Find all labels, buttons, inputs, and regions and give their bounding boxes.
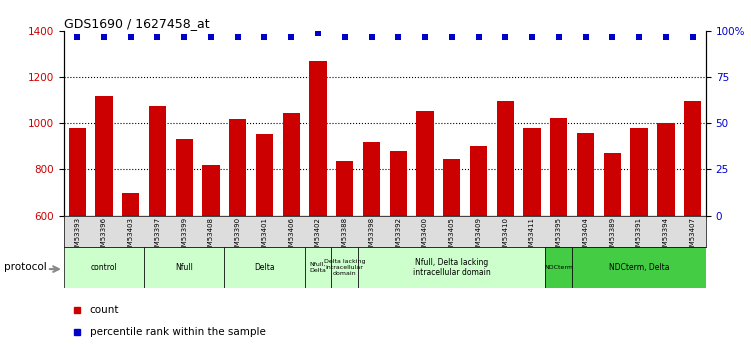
Text: Nfull: Nfull <box>175 263 193 272</box>
Bar <box>229 119 246 345</box>
Text: GSM53397: GSM53397 <box>155 217 161 255</box>
Bar <box>358 247 545 288</box>
Point <box>553 34 565 39</box>
Bar <box>282 113 300 345</box>
Bar <box>68 128 86 345</box>
Text: GSM53407: GSM53407 <box>689 217 695 255</box>
Text: GSM53394: GSM53394 <box>663 217 669 255</box>
Point <box>580 34 592 39</box>
Bar <box>305 247 331 288</box>
Bar <box>470 146 487 345</box>
Bar <box>64 247 144 288</box>
Bar <box>630 128 648 345</box>
Text: GSM53395: GSM53395 <box>556 217 562 255</box>
Bar <box>604 153 621 345</box>
Point <box>178 34 190 39</box>
Text: GSM53389: GSM53389 <box>609 217 615 255</box>
Text: protocol: protocol <box>4 263 47 272</box>
Point <box>419 34 431 39</box>
Point <box>71 34 83 39</box>
Bar <box>496 101 514 345</box>
Point <box>152 34 164 39</box>
Text: GSM53402: GSM53402 <box>315 217 321 255</box>
Bar <box>416 111 434 345</box>
Text: Nfull,
Delta: Nfull, Delta <box>309 262 327 273</box>
Text: Delta lacking
intracellular
domain: Delta lacking intracellular domain <box>324 259 366 276</box>
Text: percentile rank within the sample: percentile rank within the sample <box>89 327 265 337</box>
Bar <box>443 159 460 345</box>
Text: GSM53411: GSM53411 <box>529 217 535 255</box>
Bar <box>657 123 674 345</box>
Point <box>446 34 458 39</box>
Text: GSM53398: GSM53398 <box>369 217 375 255</box>
Bar <box>523 128 541 345</box>
Point <box>686 34 698 39</box>
Text: count: count <box>89 305 119 315</box>
Bar <box>95 96 113 345</box>
Point <box>98 34 110 39</box>
Bar <box>390 151 407 345</box>
Text: GSM53388: GSM53388 <box>342 217 348 255</box>
Text: GSM53399: GSM53399 <box>181 217 187 255</box>
Bar <box>144 247 225 288</box>
Text: GDS1690 / 1627458_at: GDS1690 / 1627458_at <box>64 17 210 30</box>
Text: control: control <box>91 263 117 272</box>
Point <box>526 34 538 39</box>
Text: GSM53391: GSM53391 <box>636 217 642 255</box>
Point <box>205 34 217 39</box>
Text: GSM53392: GSM53392 <box>395 217 401 255</box>
Text: GSM53410: GSM53410 <box>502 217 508 255</box>
Text: GSM53409: GSM53409 <box>475 217 481 255</box>
Bar <box>550 118 568 345</box>
Bar <box>577 132 594 345</box>
Text: Nfull, Delta lacking
intracellular domain: Nfull, Delta lacking intracellular domai… <box>413 258 490 277</box>
Point <box>392 34 404 39</box>
Text: GSM53406: GSM53406 <box>288 217 294 255</box>
Point <box>660 34 672 39</box>
Bar <box>202 165 220 345</box>
Text: GSM53393: GSM53393 <box>74 217 80 255</box>
Bar <box>256 134 273 345</box>
Text: NDCterm, Delta: NDCterm, Delta <box>609 263 669 272</box>
Point <box>472 34 484 39</box>
Point <box>312 30 324 36</box>
Text: NDCterm: NDCterm <box>544 265 573 270</box>
Bar <box>572 247 706 288</box>
Point <box>125 34 137 39</box>
Text: GSM53401: GSM53401 <box>261 217 267 255</box>
Bar <box>684 101 701 345</box>
Text: GSM53396: GSM53396 <box>101 217 107 255</box>
Text: GSM53390: GSM53390 <box>235 217 241 255</box>
Bar <box>225 247 305 288</box>
Bar <box>309 61 327 345</box>
Point <box>285 34 297 39</box>
Bar <box>122 193 140 345</box>
Point <box>606 34 618 39</box>
Text: GSM53400: GSM53400 <box>422 217 428 255</box>
Point <box>499 34 511 39</box>
Text: GSM53404: GSM53404 <box>583 217 589 255</box>
Point <box>366 34 378 39</box>
Bar <box>149 106 166 345</box>
Point <box>339 34 351 39</box>
Bar <box>176 139 193 345</box>
Bar <box>336 161 354 345</box>
Text: GSM53405: GSM53405 <box>449 217 455 255</box>
Bar <box>331 247 358 288</box>
Text: Delta: Delta <box>254 263 275 272</box>
Bar <box>545 247 572 288</box>
Point <box>232 34 244 39</box>
Point <box>633 34 645 39</box>
Point <box>258 34 270 39</box>
Text: GSM53403: GSM53403 <box>128 217 134 255</box>
Bar <box>363 142 380 345</box>
Text: GSM53408: GSM53408 <box>208 217 214 255</box>
